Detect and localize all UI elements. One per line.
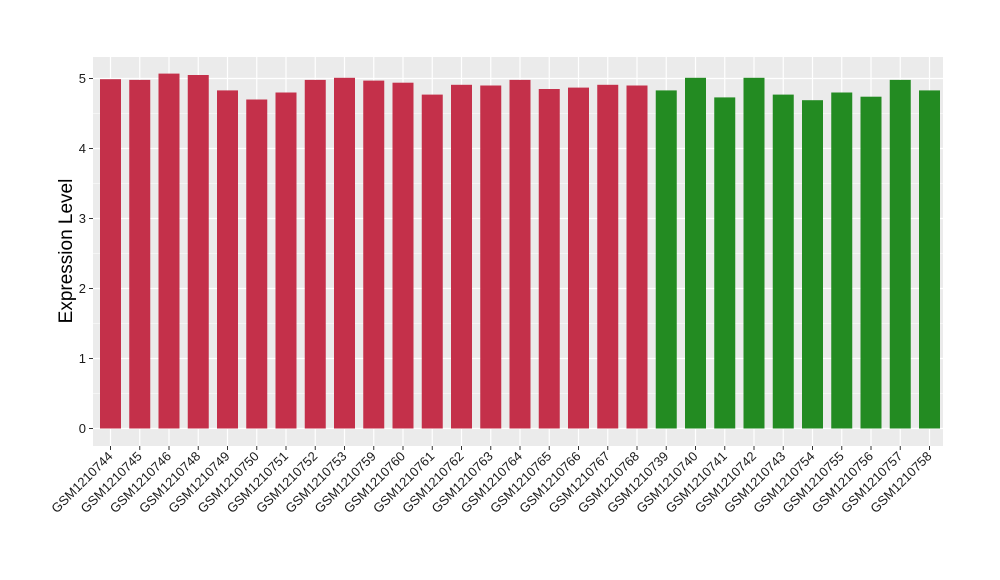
- y-axis-title: Expression Level: [56, 179, 77, 324]
- bar: [421, 94, 443, 429]
- y-tick-label: 4: [79, 141, 86, 156]
- bar: [304, 79, 326, 429]
- bar: [860, 96, 882, 429]
- y-tick-label: 5: [79, 71, 86, 86]
- bar: [743, 77, 765, 429]
- bar: [100, 79, 121, 429]
- bar: [772, 94, 794, 429]
- bar: [129, 79, 151, 429]
- bar: [655, 90, 677, 429]
- bar: [802, 100, 823, 429]
- bar: [919, 90, 940, 429]
- bar: [451, 84, 472, 429]
- y-tick-label: 3: [79, 211, 86, 226]
- bar: [246, 99, 268, 429]
- bar: [509, 79, 531, 429]
- bar: [538, 89, 560, 429]
- bar: [626, 85, 648, 429]
- bar: [334, 77, 355, 429]
- bar: [685, 77, 706, 429]
- bar: [889, 79, 911, 429]
- bar: [158, 73, 180, 429]
- bar: [392, 82, 414, 429]
- y-tick-label: 0: [79, 421, 86, 436]
- bar: [217, 90, 238, 429]
- y-tick-label: 2: [79, 281, 86, 296]
- bar: [568, 87, 589, 429]
- bar: [480, 85, 502, 429]
- y-axis: 0 1 2 3 4 5: [79, 71, 93, 436]
- bar: [714, 97, 736, 429]
- x-axis: GSM1210744GSM1210745GSM1210746GSM1210748…: [48, 446, 935, 516]
- bar: [187, 75, 209, 429]
- bar: [363, 80, 385, 429]
- bars: [100, 73, 940, 429]
- bar: [275, 92, 297, 429]
- bar: [831, 92, 853, 429]
- bar: [597, 84, 619, 429]
- y-tick-label: 1: [79, 351, 86, 366]
